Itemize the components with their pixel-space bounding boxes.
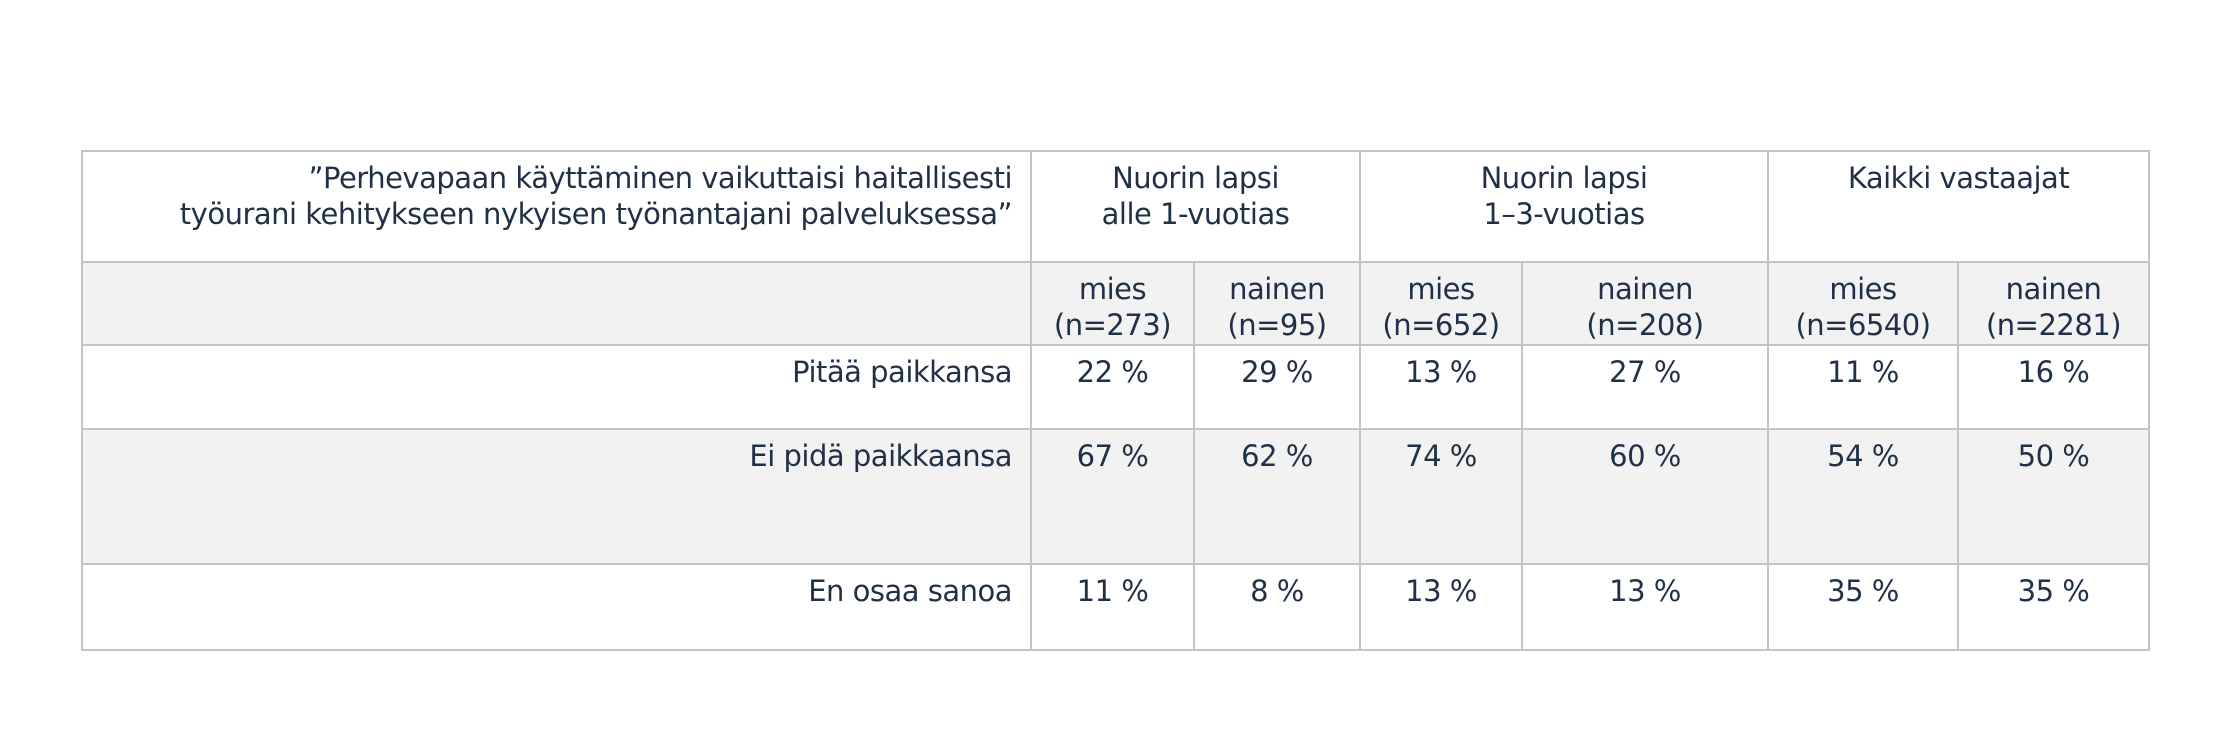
value-cell: 22 % (1030, 344, 1195, 430)
sample-size: (n=2281) (1985, 308, 2122, 342)
value-cell: 60 % (1520, 428, 1770, 565)
sample-size: (n=208) (1586, 308, 1704, 342)
subheader-cell: nainen (n=2281) (1957, 261, 2151, 346)
sample-size: (n=652) (1382, 308, 1500, 342)
value-cell: 13 % (1520, 563, 1770, 651)
row-label: Pitää paikkansa (81, 344, 1032, 430)
value-cell: 29 % (1193, 344, 1361, 430)
gender-label: mies (1407, 272, 1475, 306)
table-row: Pitää paikkansa 22 % 29 % 13 % 27 % 11 % 16 % (81, 344, 2151, 430)
value-cell: 13 % (1359, 344, 1523, 430)
row-label: En osaa sanoa (81, 563, 1032, 651)
value-cell: 13 % (1359, 563, 1523, 651)
value-cell: 8 % (1193, 563, 1361, 651)
subheader-row: mies (n=273) nainen (n=95) mies (n=652) nainen… (81, 261, 2151, 346)
subheader-cell: mies (n=273) (1030, 261, 1195, 346)
table-row: Ei pidä paikkaansa 67 % 62 % 74 % 60 % 54 % 50… (81, 428, 2151, 565)
group-label: Nuorin lapsi (1112, 161, 1279, 195)
value-cell: 16 % (1957, 344, 2151, 430)
sample-size: (n=95) (1227, 308, 1327, 342)
value-cell: 35 % (1767, 563, 1960, 651)
value-cell: 62 % (1193, 428, 1361, 565)
gender-label: nainen (1229, 272, 1325, 306)
question-line: ”Perhevapaan käyttäminen vaikuttaisi hai… (308, 161, 1012, 195)
group-header: Kaikki vastaajat (1767, 150, 2151, 263)
group-label: Kaikki vastaajat (1847, 161, 2070, 195)
value-cell: 54 % (1767, 428, 1960, 565)
group-label: Nuorin lapsi (1480, 161, 1648, 195)
group-header: Nuorin lapsi 1–3-vuotias (1358, 150, 1770, 263)
table-row: En osaa sanoa 11 % 8 % 13 % 13 % 35 % 35 % (81, 563, 2151, 651)
subheader-cell: mies (n=6540) (1767, 261, 1960, 346)
value-cell: 67 % (1030, 428, 1195, 565)
gender-label: mies (1829, 272, 1897, 306)
value-cell: 11 % (1030, 563, 1195, 651)
row-label: Ei pidä paikkaansa (81, 428, 1032, 565)
question-line: työurani kehitykseen nykyisen työnantaja… (179, 197, 1013, 231)
value-cell: 50 % (1957, 428, 2151, 565)
empty-cell (81, 261, 1032, 346)
group-header: Nuorin lapsi alle 1-vuotias (1030, 150, 1361, 263)
group-header-row: ”Perhevapaan käyttäminen vaikuttaisi hai… (81, 150, 2151, 263)
gender-label: nainen (1597, 272, 1693, 306)
question-header: ”Perhevapaan käyttäminen vaikuttaisi hai… (81, 150, 1032, 263)
subheader-cell: mies (n=652) (1359, 261, 1523, 346)
sample-size: (n=273) (1053, 308, 1172, 342)
value-cell: 27 % (1520, 344, 1770, 430)
group-label: 1–3-vuotias (1483, 197, 1645, 231)
sample-size: (n=6540) (1795, 308, 1931, 342)
subheader-cell: nainen (n=208) (1520, 261, 1770, 346)
survey-table: ”Perhevapaan käyttäminen vaikuttaisi hai… (81, 150, 2151, 651)
group-label: alle 1-vuotias (1101, 197, 1290, 231)
subheader-cell: nainen (n=95) (1193, 261, 1361, 346)
gender-label: nainen (2005, 272, 2102, 306)
value-cell: 74 % (1359, 428, 1523, 565)
value-cell: 35 % (1957, 563, 2151, 651)
value-cell: 11 % (1767, 344, 1960, 430)
gender-label: mies (1078, 272, 1147, 306)
